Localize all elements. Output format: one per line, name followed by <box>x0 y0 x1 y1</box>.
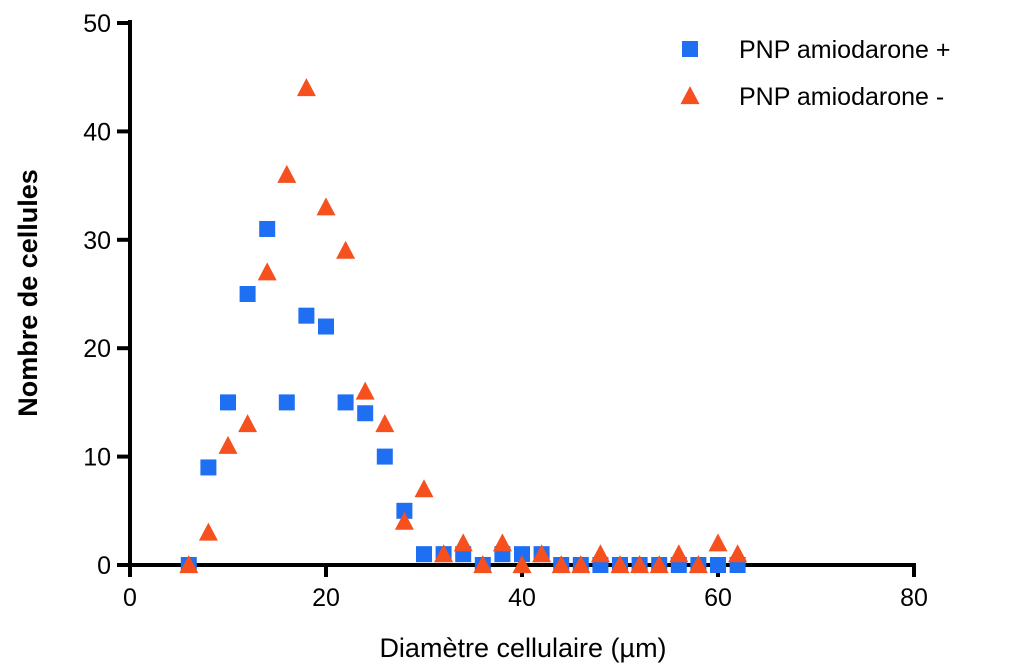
square-data-point <box>337 394 354 411</box>
legend-label: PNP amiodarone + <box>739 36 950 64</box>
square-data-point <box>357 405 374 422</box>
triangle-data-point <box>434 544 454 563</box>
triangle-data-point <box>708 533 728 552</box>
square-data-point <box>318 318 334 335</box>
legend-marker-square <box>682 41 698 57</box>
legend: PNP amiodarone + PNP amiodarone - <box>680 36 950 111</box>
y-tick-label: 20 <box>83 335 111 363</box>
triangle-data-point <box>316 197 336 216</box>
y-tick-label: 10 <box>83 444 111 472</box>
triangle-data-point <box>551 555 571 574</box>
triangle-data-point <box>630 555 650 574</box>
square-data-point <box>259 220 276 237</box>
triangle-data-point <box>728 544 748 563</box>
triangle-data-point <box>590 544 610 563</box>
triangle-data-point <box>610 555 630 574</box>
triangle-data-point <box>179 555 199 574</box>
legend-marker-triangle <box>680 86 700 105</box>
triangle-data-point <box>277 164 297 183</box>
triangle-data-point <box>492 533 512 552</box>
legend-label: PNP amiodarone - <box>739 83 944 111</box>
square-data-point <box>396 502 413 519</box>
triangle-data-point <box>296 78 316 97</box>
triangle-data-point <box>355 381 375 400</box>
y-tick-label: 40 <box>83 118 111 146</box>
series-triangle <box>179 78 748 574</box>
triangle-data-point <box>414 479 434 498</box>
y-tick-label: 0 <box>97 552 111 580</box>
data-points <box>179 78 748 574</box>
triangle-data-point <box>532 544 552 563</box>
square-data-point <box>710 557 726 573</box>
triangle-data-point <box>571 555 591 574</box>
triangle-data-point <box>238 414 258 433</box>
tick-group: 0 20 40 60 80 0 10 20 30 40 50 <box>83 10 928 612</box>
y-axis-title: Nombre de cellules <box>13 169 43 417</box>
square-data-point <box>239 286 256 302</box>
y-tick-label: 50 <box>83 10 111 38</box>
y-tick-label: 30 <box>83 227 111 255</box>
x-tick-label: 0 <box>123 584 137 612</box>
triangle-data-point <box>688 555 708 574</box>
triangle-data-point <box>512 555 532 574</box>
square-data-point <box>200 459 217 476</box>
x-tick-label: 40 <box>508 584 536 612</box>
square-data-point <box>298 307 315 324</box>
square-data-point <box>278 394 295 411</box>
x-tick-label: 60 <box>704 584 732 612</box>
triangle-data-point <box>473 555 493 574</box>
triangle-data-point <box>649 555 669 574</box>
square-data-point <box>376 448 393 465</box>
triangle-data-point <box>218 435 238 454</box>
triangle-data-point <box>669 544 689 563</box>
triangle-data-point <box>257 262 277 281</box>
triangle-data-point <box>198 522 218 541</box>
x-tick-label: 80 <box>900 584 928 612</box>
x-axis-title: Diamètre cellulaire (µm) <box>379 633 666 663</box>
square-data-point <box>416 546 432 563</box>
square-data-point <box>514 546 530 563</box>
square-data-point <box>220 394 236 411</box>
triangle-data-point <box>336 240 356 259</box>
triangle-data-point <box>453 533 473 552</box>
triangle-data-point <box>394 511 414 530</box>
triangle-data-point <box>375 414 395 433</box>
x-tick-label: 20 <box>312 584 340 612</box>
